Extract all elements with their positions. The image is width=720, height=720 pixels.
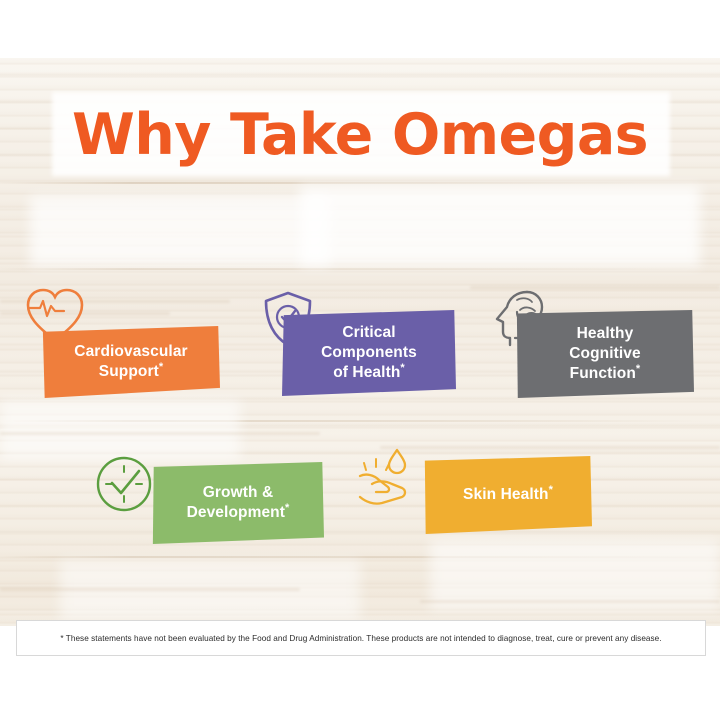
- banner-healthy-cognitive-function: Healthy Cognitive Function*: [516, 310, 694, 398]
- wood-wash: [0, 400, 240, 460]
- label-line-3: Function: [569, 365, 636, 382]
- plank-seam: [0, 182, 720, 184]
- label-line-1: Cardiovascular: [74, 343, 188, 360]
- wood-grain: [0, 300, 230, 303]
- wood-grain: [470, 286, 720, 289]
- asterisk: *: [635, 362, 641, 375]
- plank-seam: [0, 420, 720, 422]
- plank-seam: [0, 556, 720, 558]
- asterisk: *: [158, 360, 164, 373]
- label-line-1: Growth &: [202, 484, 274, 501]
- label-line-3: of Health: [333, 364, 401, 381]
- label-line-2: Components: [321, 344, 417, 361]
- top-white-margin: [0, 0, 720, 58]
- footnote-box: * These statements have not been evaluat…: [16, 620, 706, 656]
- title-background-band: [52, 92, 670, 176]
- banner-critical-components-of-health: Critical Components of Health*: [282, 310, 456, 396]
- hand-drop-icon: [352, 446, 422, 513]
- asterisk: *: [285, 501, 290, 514]
- wood-grain: [0, 588, 300, 591]
- banner-skin-health: Skin Health*: [424, 456, 592, 534]
- banner-growth-development: Growth & Development*: [152, 462, 324, 544]
- footnote-text: * These statements have not been evaluat…: [60, 633, 662, 643]
- label-line-2: Cognitive: [569, 345, 641, 362]
- heart-icon: [24, 286, 86, 349]
- asterisk: *: [548, 483, 553, 496]
- wood-grain: [0, 432, 320, 435]
- banner-cardiovascular-support: Cardiovascular Support*: [42, 326, 220, 398]
- wood-wash: [30, 196, 330, 266]
- label-line-1: Critical: [342, 324, 396, 341]
- wood-grain: [380, 446, 720, 449]
- wood-wash: [60, 560, 360, 620]
- wood-grain: [0, 312, 170, 315]
- label-line-2: Support: [98, 363, 159, 380]
- asterisk: *: [400, 361, 405, 374]
- page-title: Why Take Omegas: [71, 102, 649, 168]
- label-line-1: Healthy: [576, 325, 634, 342]
- wood-wash: [300, 186, 700, 266]
- wood-grain: [420, 600, 720, 603]
- wood-wash: [430, 540, 720, 610]
- clock-check-icon: [92, 452, 156, 521]
- plank-seam: [0, 268, 720, 270]
- label-line-2: Development: [186, 504, 286, 521]
- label-line-1: Skin Health: [463, 486, 549, 503]
